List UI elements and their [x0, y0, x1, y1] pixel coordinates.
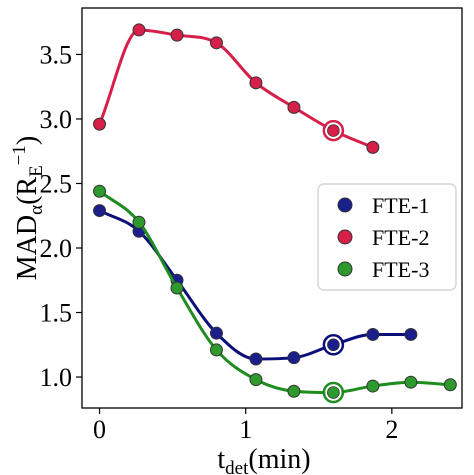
highlight-gap-fte-1 — [325, 336, 342, 353]
y-tick-label: 2.0 — [40, 234, 73, 263]
series-line-fte-3 — [98, 189, 452, 395]
x-tick-label: 0 — [93, 415, 106, 444]
x-tick-label: 1 — [239, 415, 252, 444]
y-axis-label: MADα(RE−1) — [9, 136, 47, 280]
legend-label-fte-3: FTE-3 — [372, 257, 429, 282]
y-tick-label: 1.0 — [40, 363, 73, 392]
data-point-fte-2 — [366, 140, 380, 154]
plot-area — [93, 23, 457, 404]
legend-label-fte-1: FTE-1 — [372, 193, 429, 218]
data-point-fte-2 — [132, 23, 146, 37]
highlight-ring-fte-1 — [322, 334, 345, 356]
y-tick-label: 3.0 — [40, 105, 73, 134]
data-point-fte-3 — [209, 343, 223, 357]
x-tick-label: 2 — [385, 415, 398, 444]
data-point-fte-3 — [287, 384, 301, 398]
data-point-fte-3 — [404, 375, 418, 389]
plot-frame — [81, 7, 463, 409]
legend: FTE-1 FTE-2 FTE-3 — [317, 183, 457, 291]
data-point-fte-1 — [326, 338, 340, 352]
data-point-fte-3 — [366, 379, 380, 393]
legend-marker-fte-1 — [337, 197, 353, 213]
data-point-fte-3 — [170, 281, 184, 295]
data-point-fte-1 — [366, 327, 380, 341]
data-point-fte-1 — [249, 352, 263, 366]
data-point-fte-2 — [326, 124, 340, 138]
legend-marker-fte-3 — [337, 261, 353, 277]
data-point-fte-3 — [249, 373, 263, 387]
data-point-fte-1 — [404, 327, 418, 341]
data-point-fte-1 — [209, 326, 223, 340]
data-point-fte-3 — [132, 215, 146, 229]
data-point-fte-3 — [93, 184, 107, 198]
highlight-ring-fte-3 — [322, 381, 345, 404]
data-point-fte-2 — [209, 36, 223, 50]
legend-box — [317, 183, 457, 291]
data-point-fte-1 — [287, 351, 301, 365]
data-point-fte-3 — [326, 386, 340, 400]
x-axis-label: tdet(min) — [217, 444, 310, 475]
highlight-ring-fte-2 — [322, 119, 345, 142]
legend-marker-fte-2 — [337, 229, 353, 245]
highlight-gap-fte-3 — [325, 384, 342, 401]
data-point-fte-2 — [287, 100, 301, 114]
y-tick-label: 3.5 — [40, 40, 73, 69]
data-point-fte-3 — [443, 378, 457, 392]
y-tick-label: 1.5 — [40, 299, 73, 328]
highlight-gap-fte-2 — [325, 122, 342, 139]
data-point-fte-2 — [93, 117, 107, 131]
data-point-fte-2 — [249, 76, 263, 90]
data-point-fte-2 — [170, 28, 184, 42]
data-point-fte-1 — [93, 204, 107, 218]
legend-label-fte-2: FTE-2 — [372, 225, 429, 250]
y-tick-label: 2.5 — [40, 169, 73, 198]
axes: 0 1 2 1.0 1.5 2.0 2.5 3.0 3.5 tdet(min) MADα(RE−1) — [9, 7, 463, 475]
